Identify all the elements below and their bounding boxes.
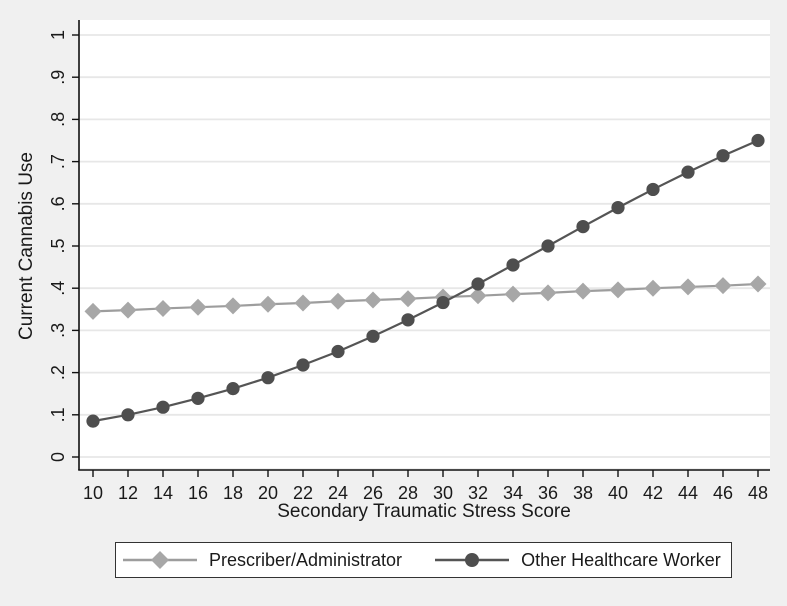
y-tick-label: .2 [48,365,68,380]
plot-area [80,20,770,468]
y-tick-label: .7 [48,154,68,169]
y-tick-label: .1 [48,407,68,422]
diamond-marker [504,285,522,303]
diamond-marker [364,291,382,309]
circle-marker [191,391,205,405]
x-tick-label: 34 [503,483,523,503]
x-tick-label: 20 [258,483,278,503]
circle-marker [296,358,310,372]
circle-marker [261,371,275,385]
x-tick-label: 12 [118,483,138,503]
x-tick-label: 44 [678,483,698,503]
x-tick-label: 14 [153,483,173,503]
diamond-marker [714,277,732,295]
circle-marker [226,382,240,396]
circle-marker [436,295,450,310]
legend-label-other: Other Healthcare Worker [521,549,721,570]
x-tick-label: 32 [468,483,488,503]
y-tick-label: .4 [48,281,68,296]
circle-marker [366,329,380,343]
y-tick-label: .8 [48,112,68,127]
circle-marker [541,239,555,253]
x-tick-label: 40 [608,483,628,503]
x-tick-label: 26 [363,483,383,503]
circle-marker [681,165,695,179]
circle-marker [471,277,485,291]
y-axis-title: Current Cannabis Use [16,152,37,340]
circle-marker [611,200,625,215]
x-tick-label: 36 [538,483,558,503]
y-tick-label: .6 [48,196,68,211]
diamond-marker [294,294,312,312]
y-tick-label: .3 [48,323,68,338]
circle-marker [576,219,590,234]
x-tick-label: 18 [223,483,243,503]
y-tick-label: .9 [48,70,68,85]
x-tick-label: 46 [713,483,733,503]
diamond-marker [644,279,662,297]
x-tick-label: 24 [328,483,348,503]
diamond-marker [329,292,347,310]
y-tick-label: 1 [48,30,68,40]
diamond-marker [609,281,627,299]
legend-entry-prescriber: Prescriber/Administrator [123,550,402,571]
diamond-marker [189,298,207,316]
circle-marker [156,400,170,414]
circle-marker [646,182,660,197]
diamond-marker [119,301,137,319]
legend: Prescriber/Administrator Other Healthcar… [115,542,732,578]
diamond-marker [574,282,592,300]
x-tick-label: 22 [293,483,313,503]
x-tick-label: 16 [188,483,208,503]
diamond-line-swatch-icon [123,551,197,569]
circle-marker [506,258,520,272]
circle-marker [716,149,730,163]
diamond-marker [679,278,697,296]
diamond-marker [749,275,767,293]
legend-entry-other: Other Healthcare Worker [435,550,721,571]
circle-marker [401,313,415,327]
plot-canvas: 0 .1 .2 .3 .4 .5 .6 .7 .8 .9 1 10 12 14 16 18 20 22 24 26 28… [48,20,770,503]
x-axis-title: Secondary Traumatic Stress Score [277,501,571,522]
x-tick-label: 28 [398,483,418,503]
series-circle [86,133,765,428]
circle-marker [86,414,100,428]
diamond-marker [84,302,102,320]
circle-marker [331,344,345,359]
legend-label-prescriber: Prescriber/Administrator [209,549,403,570]
x-tick-label: 48 [748,483,768,503]
x-tick-label: 10 [83,483,103,503]
x-tick-label: 42 [643,483,663,503]
x-tick-label: 30 [433,483,453,503]
diamond-marker [399,290,417,308]
series-diamond [84,275,767,320]
diamond-marker [539,284,557,302]
circle-marker [751,133,765,148]
circle-marker [121,408,135,422]
y-tick-label: 0 [48,452,68,462]
circle-line-swatch-icon [435,553,510,567]
diamond-marker [224,297,242,315]
diamond-marker [259,295,277,313]
x-tick-label: 38 [573,483,593,503]
diamond-marker [469,287,487,305]
diamond-marker [154,299,172,317]
y-tick-label: .5 [48,238,68,253]
